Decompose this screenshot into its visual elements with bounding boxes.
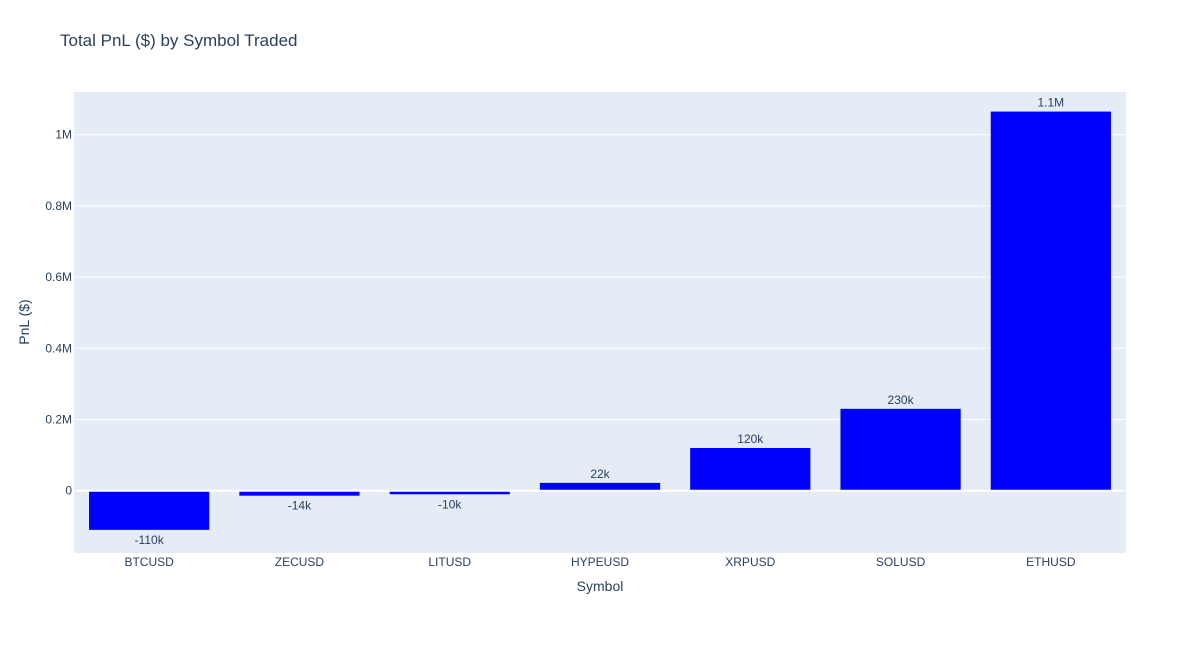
- bar-value-label: 120k: [737, 432, 764, 446]
- x-tick-label: ZECUSD: [275, 555, 325, 569]
- x-tick-labels: BTCUSD ZECUSD LITUSD HYPEUSD XRPUSD SOLUSD ETH…: [124, 555, 1075, 569]
- bar-hypeusd[interactable]: [539, 482, 661, 491]
- bar-btcusd[interactable]: [89, 490, 210, 530]
- y-tick-label: 1M: [55, 128, 72, 142]
- bar-value-label: -14k: [288, 499, 312, 513]
- y-tick-label: 0.8M: [45, 199, 72, 213]
- chart-title: Total PnL ($) by Symbol Traded: [60, 31, 298, 50]
- bar-zecusd[interactable]: [239, 490, 360, 496]
- x-tick-label: LITUSD: [428, 555, 471, 569]
- bar-value-label: 230k: [888, 393, 915, 407]
- x-tick-label: BTCUSD: [124, 555, 174, 569]
- bar-solusd[interactable]: [840, 408, 961, 491]
- x-tick-label: XRPUSD: [725, 555, 775, 569]
- y-tick-labels: 0 0.2M 0.4M 0.6M 0.8M 1M: [45, 128, 72, 498]
- bar-value-label: -10k: [438, 497, 462, 511]
- bar-value-label: 22k: [590, 467, 610, 481]
- bar-ethusd[interactable]: [990, 111, 1111, 491]
- x-axis-title: Symbol: [577, 578, 624, 594]
- y-axis-title: PnL ($): [16, 299, 32, 344]
- x-tick-label: SOLUSD: [876, 555, 926, 569]
- bars: [89, 111, 1111, 530]
- y-tick-label: 0.6M: [45, 270, 72, 284]
- bar-value-label: 1.1M: [1038, 96, 1065, 110]
- bar-value-label: -110k: [135, 533, 165, 547]
- y-tick-label: 0: [65, 484, 72, 498]
- bar-xrpusd[interactable]: [690, 447, 811, 491]
- bar-litusd[interactable]: [389, 490, 510, 495]
- x-tick-label: HYPEUSD: [571, 555, 629, 569]
- y-tick-label: 0.2M: [45, 413, 72, 427]
- x-tick-label: ETHUSD: [1026, 555, 1076, 569]
- y-tick-label: 0.4M: [45, 341, 72, 355]
- bar-labels: -110k -14k -10k 22k 120k 230k 1.1M: [135, 96, 1065, 547]
